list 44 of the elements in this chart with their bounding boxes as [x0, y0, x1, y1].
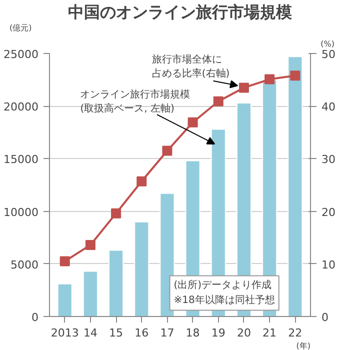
- y-tick-label: 20000: [4, 100, 39, 114]
- point: [290, 70, 300, 81]
- point: [111, 208, 122, 218]
- x-tick-label: 20: [236, 326, 251, 340]
- x-tick-label: 2013: [50, 326, 79, 340]
- y2-tick-label: 20: [322, 206, 336, 219]
- y-tick-label: 15000: [4, 153, 39, 166]
- y-tick-label: 0: [32, 311, 38, 324]
- series-label: 旅行市場全体に占める比率(右軸): [152, 54, 230, 80]
- y2-tick-label: 10: [322, 258, 336, 272]
- x-tick-label: 15: [109, 326, 124, 340]
- y2-tick-label: 40: [322, 100, 336, 114]
- x-axis-title: (年): [296, 342, 311, 350]
- text: オンライン旅行市場規模(取扱高ベース, 左軸): [80, 88, 190, 114]
- point: [60, 256, 70, 266]
- x-tick-label: 22: [288, 326, 302, 340]
- point: [136, 176, 147, 186]
- chart-title: 中国のオンライン旅行市場規模: [68, 2, 292, 22]
- bar: [57, 283, 72, 316]
- point: [213, 96, 224, 106]
- annotation: (出所)データより作成 ※18年以降は同社予想: [174, 278, 275, 306]
- y-tick-label: 5000: [10, 258, 39, 272]
- point: [188, 117, 198, 128]
- y-tick-label: 10000: [4, 206, 39, 219]
- point: [85, 240, 96, 250]
- y2-tick-label: 50: [322, 48, 336, 61]
- point: [162, 146, 172, 156]
- x-tick-label: 21: [262, 326, 277, 340]
- x-tick-label: 17: [160, 326, 174, 340]
- x-tick-label: 14: [83, 326, 98, 340]
- bar: [82, 270, 98, 316]
- y2-axis-title: (%): [320, 40, 334, 48]
- x-tick-label: 16: [134, 326, 149, 340]
- y-axis-title: (億元): [10, 24, 32, 32]
- bar: [108, 250, 124, 316]
- x-tick-label: 19: [211, 326, 226, 340]
- point: [264, 74, 275, 84]
- y2-tick-label: 0: [322, 311, 328, 324]
- bar: [288, 56, 303, 316]
- y-tick-label: 25000: [4, 48, 39, 61]
- y2-tick-label: 30: [322, 153, 336, 166]
- bar: [134, 221, 150, 316]
- x-tick-label: 18: [186, 326, 200, 340]
- point: [238, 82, 249, 93]
